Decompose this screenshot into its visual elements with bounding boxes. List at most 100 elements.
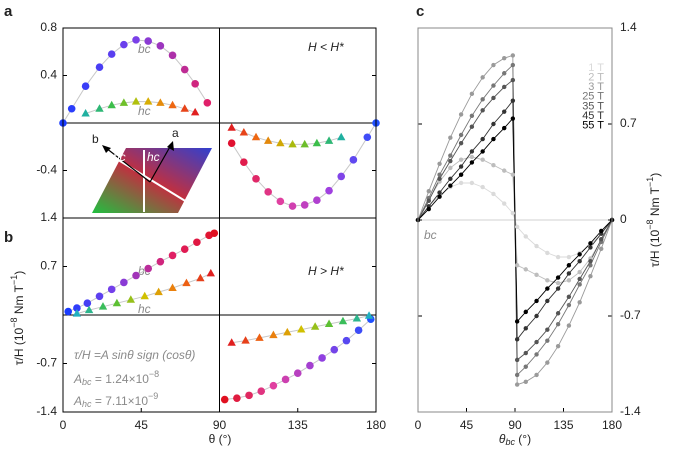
marker bbox=[523, 350, 528, 356]
marker bbox=[342, 336, 351, 345]
marker bbox=[227, 338, 236, 346]
marker bbox=[156, 42, 165, 50]
marker bbox=[514, 224, 520, 230]
marker bbox=[191, 80, 199, 88]
marker bbox=[239, 128, 249, 136]
marker bbox=[182, 278, 191, 287]
marker bbox=[469, 160, 475, 165]
marker bbox=[288, 202, 297, 210]
marker bbox=[448, 176, 453, 182]
marker bbox=[510, 172, 516, 177]
marker bbox=[297, 325, 306, 333]
fit-parameter: Abc = 1.24×10−8 bbox=[73, 369, 159, 387]
y-tick-label: 0 bbox=[620, 212, 627, 226]
marker bbox=[227, 123, 236, 131]
formula: τ/H =A sinθ sign (cosθ) bbox=[74, 348, 195, 362]
marker bbox=[534, 339, 539, 345]
marker bbox=[168, 100, 177, 109]
panel-label: a bbox=[4, 3, 13, 20]
marker bbox=[269, 330, 278, 339]
marker bbox=[352, 313, 362, 322]
marker bbox=[426, 198, 431, 203]
marker bbox=[168, 51, 177, 60]
marker bbox=[448, 153, 453, 158]
marker bbox=[491, 136, 496, 142]
marker bbox=[555, 254, 561, 260]
marker bbox=[491, 191, 496, 197]
plot-frame bbox=[417, 27, 613, 413]
marker bbox=[276, 138, 285, 147]
marker bbox=[318, 354, 326, 362]
marker bbox=[577, 269, 582, 275]
legend-entry: 35 T bbox=[582, 100, 604, 112]
marker bbox=[523, 234, 528, 239]
marker bbox=[288, 139, 297, 148]
marker bbox=[514, 263, 520, 268]
marker bbox=[107, 285, 116, 294]
marker bbox=[588, 263, 593, 268]
marker bbox=[491, 162, 496, 168]
marker bbox=[510, 77, 516, 83]
marker bbox=[545, 360, 550, 365]
marker bbox=[523, 326, 528, 331]
marker bbox=[599, 237, 604, 242]
legend-entry: 45 T bbox=[582, 110, 604, 122]
fit-line bbox=[68, 232, 215, 312]
marker bbox=[523, 379, 528, 385]
y-tick-label: 0.7 bbox=[40, 259, 57, 273]
marker bbox=[545, 298, 550, 304]
marker bbox=[107, 50, 116, 58]
marker bbox=[448, 165, 453, 171]
fit-parameter: Ahc = 7.11×10−9 bbox=[73, 391, 158, 409]
marker bbox=[458, 132, 464, 138]
marker bbox=[67, 104, 76, 113]
marker bbox=[480, 149, 485, 154]
inset-label: hc bbox=[147, 150, 160, 164]
marker bbox=[469, 91, 475, 97]
inset-arrowhead bbox=[167, 141, 174, 151]
marker bbox=[140, 291, 149, 300]
marker bbox=[119, 98, 129, 106]
marker bbox=[491, 83, 496, 88]
inset-label: bc bbox=[113, 150, 126, 164]
marker bbox=[354, 326, 363, 335]
marker bbox=[469, 113, 475, 118]
marker bbox=[577, 258, 582, 264]
marker bbox=[168, 251, 177, 260]
marker bbox=[502, 55, 507, 61]
marker bbox=[120, 278, 128, 287]
marker bbox=[190, 107, 200, 116]
annotation: hc bbox=[138, 302, 151, 316]
marker bbox=[469, 154, 475, 160]
marker bbox=[545, 250, 550, 256]
marker bbox=[349, 156, 358, 164]
marker bbox=[426, 206, 431, 212]
x-tick-label: 135 bbox=[288, 418, 308, 432]
annotation: H > H* bbox=[308, 264, 344, 278]
fit-line bbox=[231, 127, 342, 145]
marker bbox=[330, 345, 339, 354]
marker bbox=[241, 336, 250, 344]
marker bbox=[588, 274, 593, 279]
marker bbox=[325, 186, 333, 195]
fit-line bbox=[85, 101, 196, 114]
marker bbox=[480, 75, 485, 80]
marker bbox=[577, 252, 582, 257]
marker bbox=[95, 104, 104, 112]
marker bbox=[491, 62, 496, 68]
marker bbox=[458, 172, 464, 177]
x-tick-label: 135 bbox=[553, 418, 573, 432]
marker bbox=[240, 158, 248, 166]
marker bbox=[81, 82, 90, 90]
x-tick-label: 0 bbox=[60, 418, 67, 432]
marker bbox=[300, 139, 309, 148]
marker bbox=[502, 201, 507, 206]
marker bbox=[437, 190, 442, 195]
legend-entry: 55 T bbox=[582, 120, 604, 132]
marker bbox=[283, 327, 292, 336]
marker bbox=[510, 210, 516, 216]
marker bbox=[566, 271, 572, 276]
marker bbox=[458, 141, 464, 146]
x-tick-label: 90 bbox=[213, 418, 227, 432]
inset: b a bc hc bbox=[92, 126, 212, 213]
